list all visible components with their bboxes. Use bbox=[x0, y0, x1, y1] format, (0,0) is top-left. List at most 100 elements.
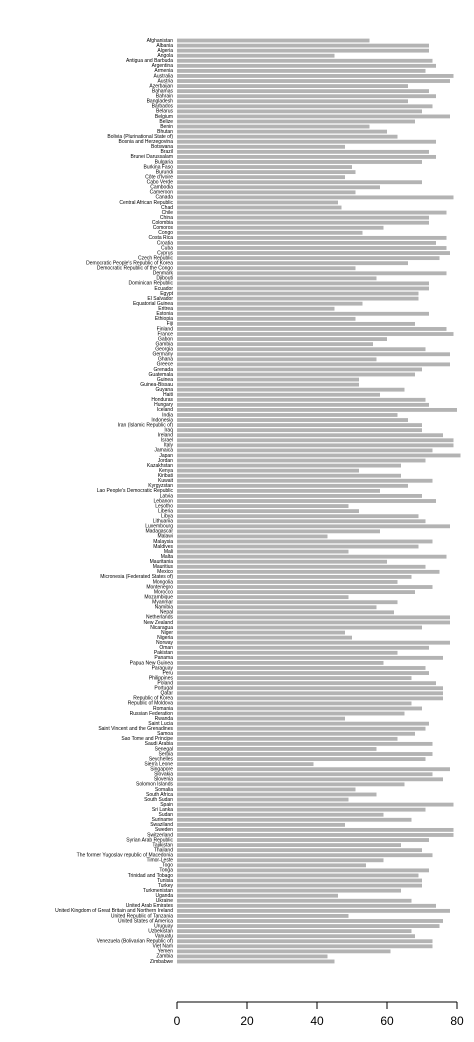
bar bbox=[177, 544, 419, 549]
bar bbox=[177, 43, 429, 48]
bar bbox=[177, 53, 335, 58]
bar bbox=[177, 853, 433, 858]
bar bbox=[177, 605, 377, 610]
y-tick-label: Kuwait bbox=[158, 478, 174, 484]
y-tick-label: Burkina Faso bbox=[144, 164, 174, 170]
bar bbox=[177, 554, 447, 559]
bar bbox=[177, 534, 328, 539]
bar bbox=[177, 843, 401, 848]
y-tick-label: Samoa bbox=[157, 731, 173, 737]
bar bbox=[177, 407, 457, 412]
y-tick-label: Armenia bbox=[154, 68, 173, 74]
y-tick-label: Jamaica bbox=[154, 448, 173, 454]
y-tick-label: Benin bbox=[160, 124, 173, 130]
bar bbox=[177, 306, 335, 311]
bar bbox=[177, 640, 450, 645]
y-tick-label: Thailand bbox=[154, 847, 173, 853]
y-tick-label: Nigeria bbox=[157, 635, 173, 641]
y-tick-label: Turkmenistan bbox=[143, 888, 173, 894]
bar bbox=[177, 261, 408, 266]
y-tick-label: Mexico bbox=[157, 569, 173, 575]
bar bbox=[177, 342, 373, 347]
bar bbox=[177, 210, 447, 215]
y-tick-label: Zimbabwe bbox=[150, 959, 173, 965]
y-tick-label: Peru bbox=[162, 670, 173, 676]
y-tick-label: Netherlands bbox=[146, 615, 173, 621]
y-tick-label: Belarus bbox=[156, 109, 173, 115]
y-tick-label: Romania bbox=[153, 706, 173, 712]
bar bbox=[177, 48, 429, 53]
y-tick-label: Uganda bbox=[155, 893, 173, 899]
y-tick-label: United Arab Emirates bbox=[126, 903, 174, 909]
y-tick-label: Botswana bbox=[151, 144, 173, 150]
y-tick-label: Austria bbox=[157, 78, 173, 84]
bar bbox=[177, 625, 422, 630]
y-tick-label: Bolivia (Plurinational State of) bbox=[107, 134, 173, 140]
y-tick-label: Azerbaijan bbox=[149, 83, 173, 89]
bar bbox=[177, 418, 408, 422]
y-tick-label: Georgia bbox=[155, 347, 173, 353]
y-tick-label: Ethiopia bbox=[155, 316, 173, 322]
bar bbox=[177, 630, 345, 635]
bar bbox=[177, 478, 433, 483]
bar bbox=[177, 256, 440, 261]
y-tick-label: Slovakia bbox=[154, 772, 173, 778]
y-tick-label: Nicaragua bbox=[150, 625, 173, 631]
bar bbox=[177, 741, 433, 746]
y-tick-label: Guinea bbox=[157, 377, 173, 383]
y-tick-label: Estonia bbox=[156, 311, 173, 317]
bar bbox=[177, 817, 412, 822]
bar bbox=[177, 777, 443, 782]
bar bbox=[177, 241, 436, 245]
bar bbox=[177, 863, 366, 868]
bar bbox=[177, 610, 394, 615]
y-tick-label: Canada bbox=[155, 195, 173, 201]
bar bbox=[177, 564, 426, 569]
y-tick-label: Chile bbox=[162, 210, 174, 216]
bar bbox=[177, 691, 443, 696]
bar bbox=[177, 559, 387, 564]
bar bbox=[177, 301, 363, 306]
y-tick-label: Ireland bbox=[158, 433, 174, 439]
bar bbox=[177, 332, 454, 336]
bar bbox=[177, 574, 412, 579]
y-tick-label: Japan bbox=[159, 453, 173, 459]
bar bbox=[177, 767, 450, 772]
x-tick-label: 0 bbox=[174, 1014, 181, 1028]
y-tick-label: Kazakhstan bbox=[147, 463, 173, 469]
bar bbox=[177, 230, 363, 235]
bar bbox=[177, 357, 377, 362]
bar bbox=[177, 934, 415, 939]
y-tick-label: Yemen bbox=[158, 949, 174, 955]
bar bbox=[177, 585, 433, 589]
y-tick-label: United Kingdom of Great Britain and Nort… bbox=[55, 908, 173, 914]
bar bbox=[177, 38, 370, 43]
x-tick-label: 80 bbox=[450, 1014, 464, 1028]
bar bbox=[177, 74, 454, 78]
bar bbox=[177, 701, 412, 706]
bar bbox=[177, 903, 436, 908]
y-tick-label: Somalia bbox=[155, 787, 173, 793]
y-tick-label: Portugal bbox=[154, 686, 173, 692]
bar bbox=[177, 696, 443, 701]
y-tick-label: Algeria bbox=[157, 48, 173, 54]
y-tick-label: Liberia bbox=[158, 508, 173, 514]
bar bbox=[177, 868, 429, 873]
bar bbox=[177, 428, 422, 433]
bar bbox=[177, 281, 429, 286]
y-tick-label: Bangladesh bbox=[147, 99, 174, 105]
bar bbox=[177, 367, 422, 372]
bar bbox=[177, 468, 359, 473]
y-tick-label: Sri Lanka bbox=[152, 807, 173, 813]
bar bbox=[177, 929, 412, 934]
y-tick-label: Slovenia bbox=[154, 777, 173, 783]
y-tick-label: Italy bbox=[164, 443, 174, 449]
bar bbox=[177, 797, 349, 802]
y-tick-label: Djibouti bbox=[156, 276, 173, 282]
bar bbox=[177, 195, 454, 200]
y-tick-label: Brazil bbox=[160, 149, 173, 155]
bar bbox=[177, 180, 422, 185]
y-tick-label: Barbados bbox=[152, 104, 174, 110]
y-tick-label: Democratic People's Republic of Korea bbox=[86, 261, 173, 267]
x-tick-label: 20 bbox=[240, 1014, 254, 1028]
